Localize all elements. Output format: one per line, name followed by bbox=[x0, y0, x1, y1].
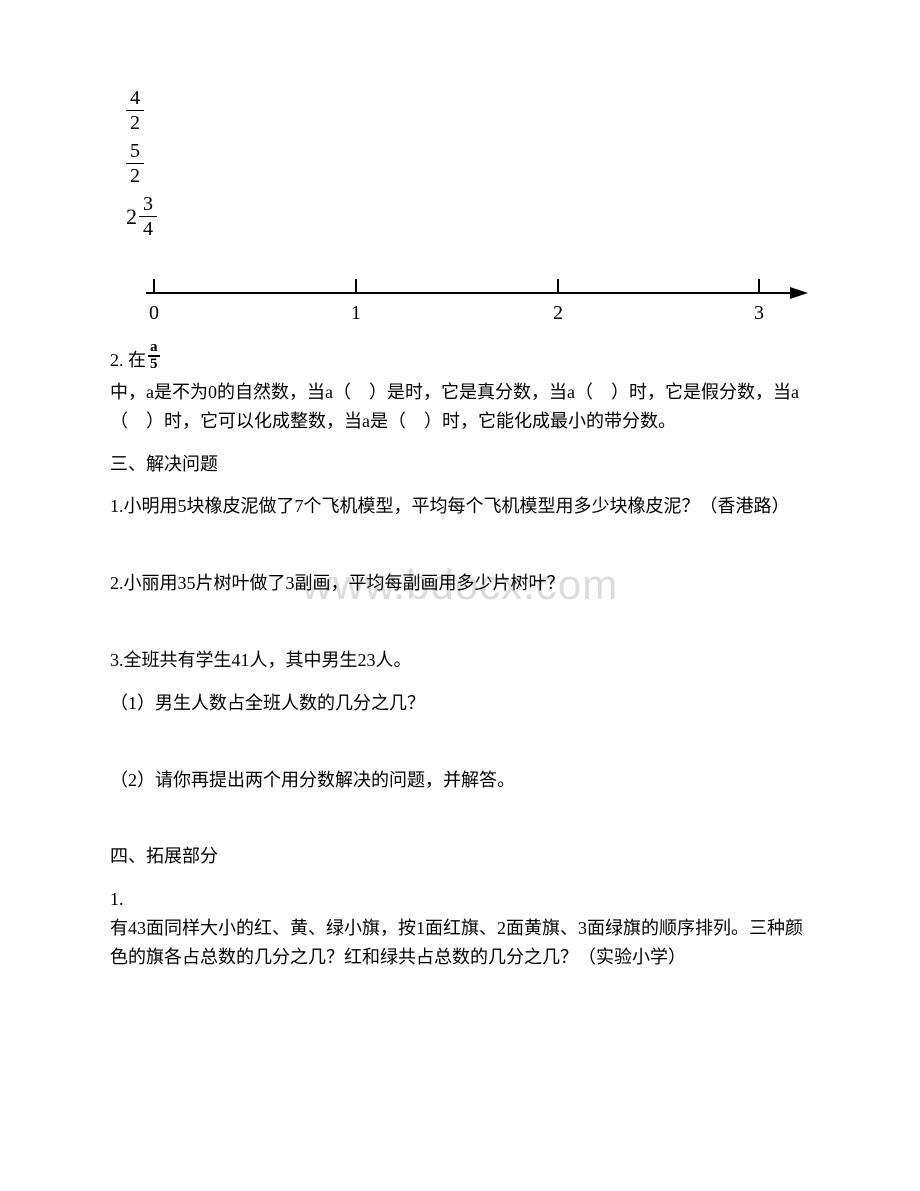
problem-3-3-b: （2）请你再提出两个用分数解决的问题，并解答。 bbox=[110, 766, 810, 795]
problem-3-2: 2.小丽用35片树叶做了3副画，平均每副画用多少片树叶？ bbox=[110, 569, 810, 598]
fraction-denominator: 2 bbox=[126, 111, 144, 133]
fraction-item: 5 2 bbox=[126, 141, 810, 186]
fraction-denominator: 4 bbox=[139, 217, 157, 239]
fraction-numerator: 4 bbox=[126, 88, 144, 111]
document-body: 4 2 5 2 2 3 4 0123 2. 在 a 5 bbox=[110, 88, 810, 972]
number-line: 0 1 2 3 bbox=[118, 269, 808, 325]
section-3-title: 三、解决问题 bbox=[110, 450, 810, 479]
question-2-intro: 2. 在 a 5 bbox=[110, 340, 810, 372]
fraction-display-list: 4 2 5 2 2 3 4 bbox=[110, 88, 810, 239]
question-2-fraction: a 5 bbox=[148, 340, 160, 372]
svg-text:2: 2 bbox=[553, 302, 563, 324]
fraction-denominator: 5 bbox=[148, 357, 160, 372]
fraction-numerator: a bbox=[148, 340, 160, 357]
number-line-container: 0 1 2 3 bbox=[110, 251, 810, 336]
problem-4-1: 有43面同样大小的红、黄、绿小旗，按1面红旗、2面黄旗、3面绿旗的顺序排列。三种… bbox=[110, 914, 810, 972]
fraction-item: 4 2 bbox=[126, 88, 810, 133]
fraction-item: 2 3 4 bbox=[126, 194, 810, 239]
fraction-numerator: 3 bbox=[139, 194, 157, 217]
mixed-number-whole: 2 bbox=[126, 204, 137, 230]
question-2-body: 中，a是不为0的自然数，当a（ ）是时，它是真分数，当a（ ）时，它是假分数，当… bbox=[110, 378, 810, 436]
question-2-prefix: 2. 在 bbox=[110, 346, 146, 372]
problem-3-1: 1.小明用5块橡皮泥做了7个飞机模型，平均每个飞机模型用多少块橡皮泥？（香港路） bbox=[110, 492, 810, 521]
fraction-denominator: 2 bbox=[126, 164, 144, 186]
section-4-title: 四、拓展部分 bbox=[110, 842, 810, 871]
problem-4-1-intro: 1. bbox=[110, 885, 810, 914]
problem-3-3-a: （1）男生人数占全班人数的几分之几？ bbox=[110, 689, 810, 718]
problem-3-3-intro: 3.全班共有学生41人，其中男生23人。 bbox=[110, 646, 810, 675]
fraction-numerator: 5 bbox=[126, 141, 144, 164]
svg-text:3: 3 bbox=[754, 302, 764, 324]
svg-text:1: 1 bbox=[351, 302, 361, 324]
svg-text:0: 0 bbox=[149, 302, 159, 324]
